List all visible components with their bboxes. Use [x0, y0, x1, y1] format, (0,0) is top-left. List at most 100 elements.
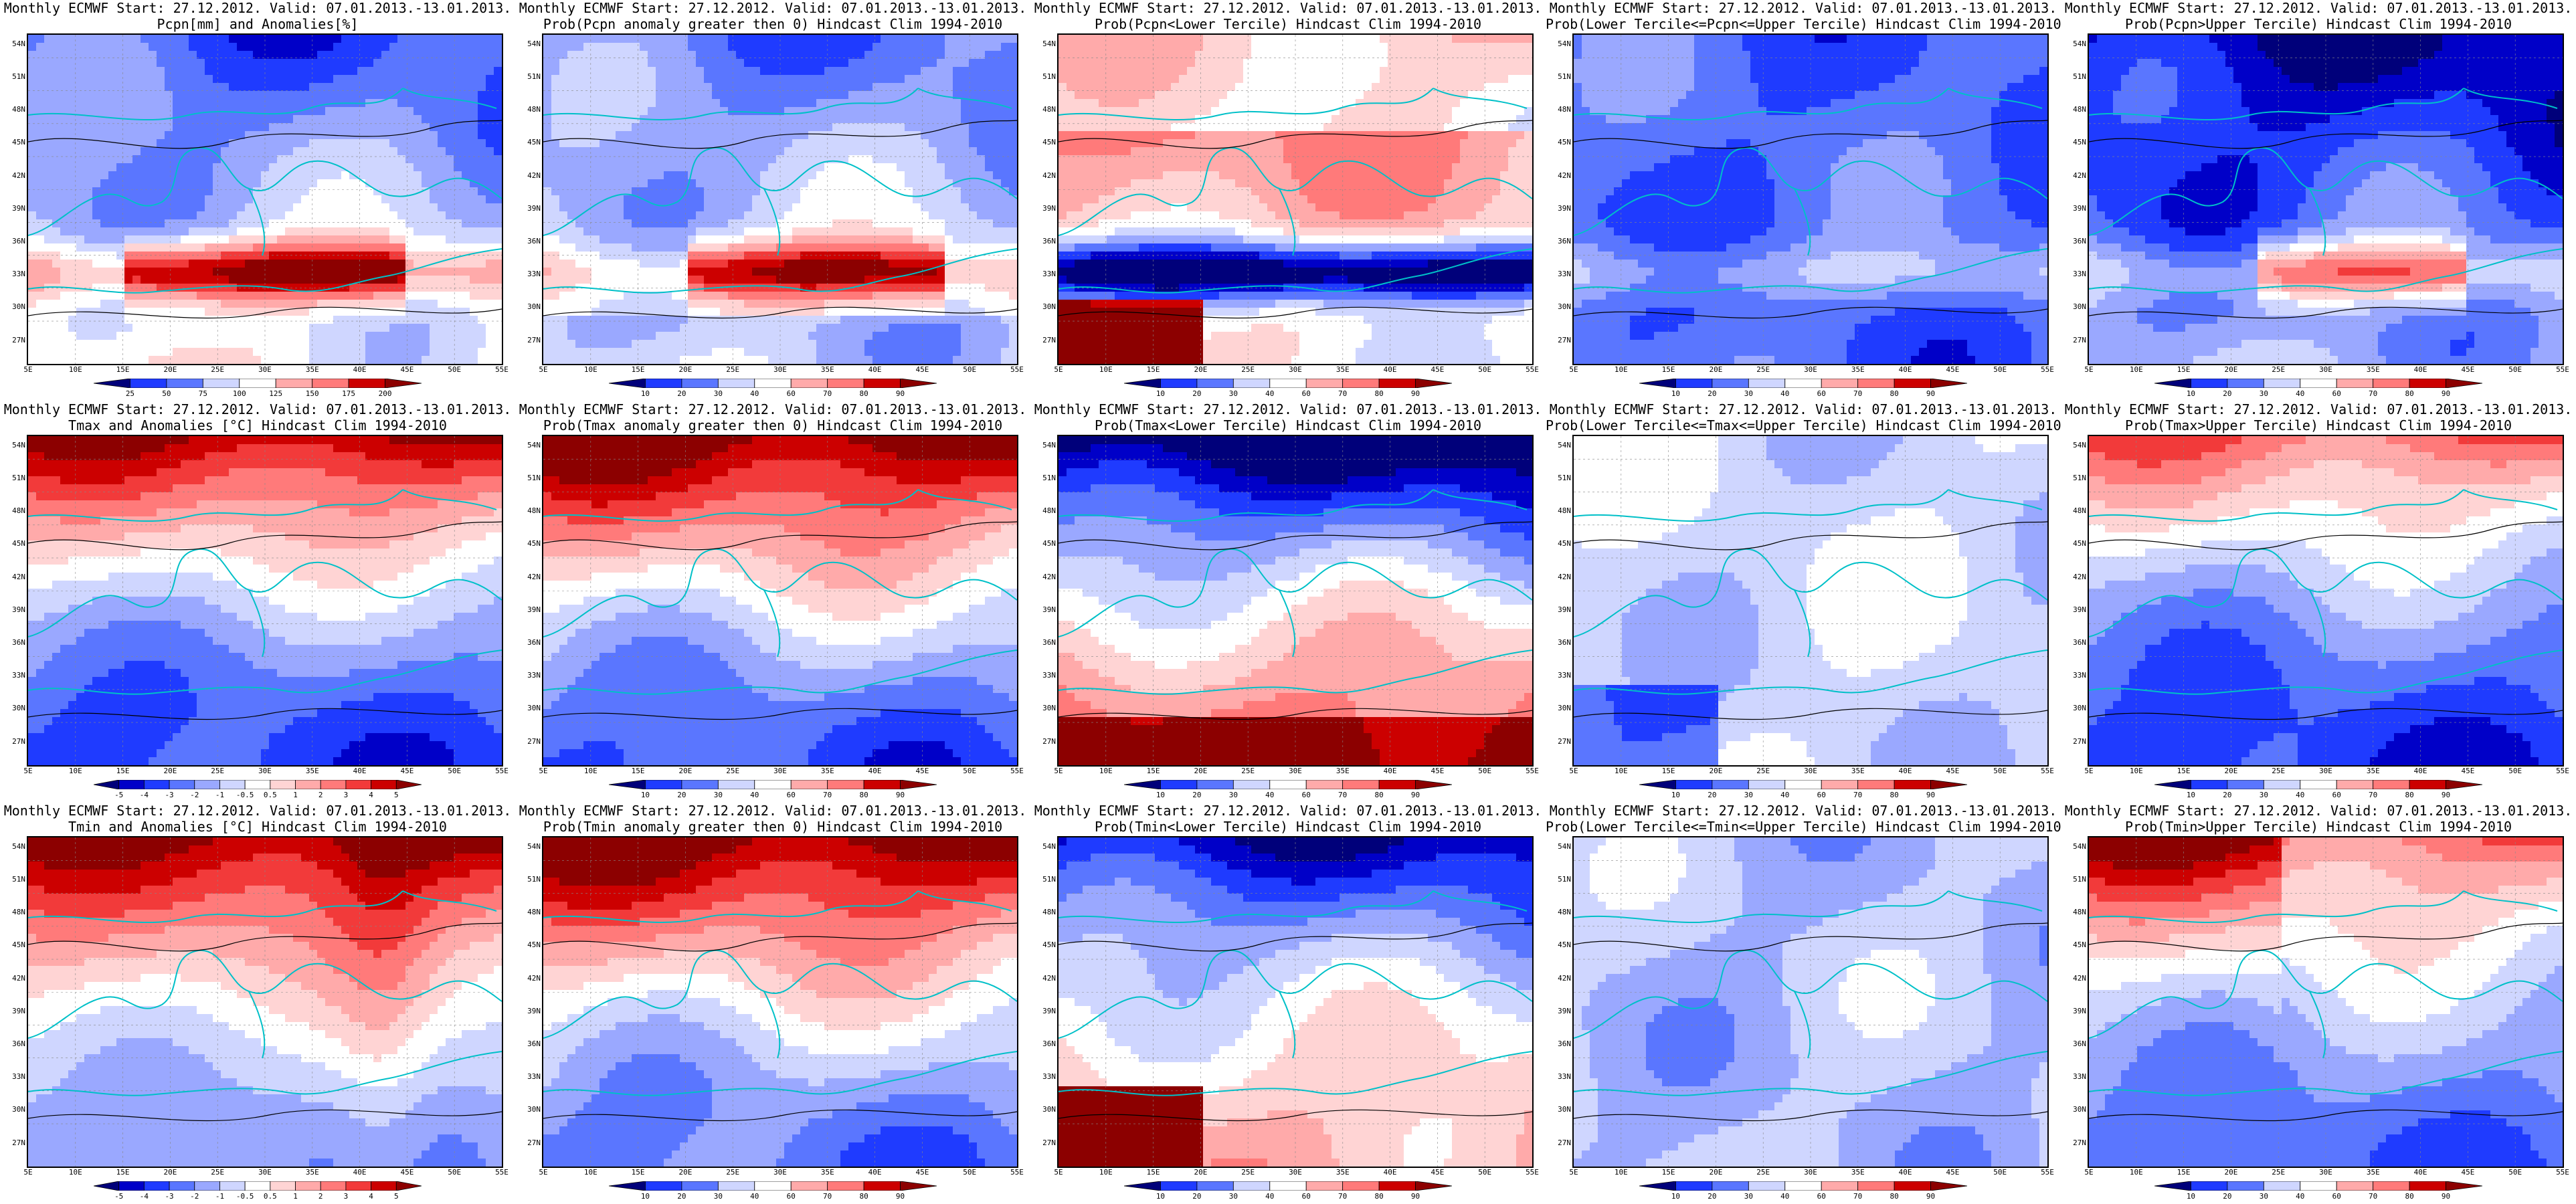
lat-tick-label: 51N: [1546, 876, 1571, 884]
lon-tick-label: 45E: [393, 1168, 420, 1177]
panel-title: Monthly ECMWF Start: 27.12.2012. Valid: …: [0, 803, 515, 835]
lat-tick-label: 51N: [2061, 876, 2086, 884]
lat-tick-label: 36N: [515, 639, 541, 647]
lat-tick-label: 36N: [1546, 237, 1571, 245]
lon-tick-label: 15E: [2171, 365, 2197, 374]
lon-tick-label: 35E: [814, 1168, 841, 1177]
panel-title-line2: Prob(Lower Tercile<=Tmax<=Upper Tercile)…: [1546, 417, 2061, 433]
colorbar-label: 40: [1775, 389, 1795, 398]
lon-tick-label: 40E: [862, 767, 889, 775]
forecast-panel: Monthly ECMWF Start: 27.12.2012. Valid: …: [515, 0, 1030, 401]
lon-tick-label: 40E: [2407, 767, 2434, 775]
panel-title: Monthly ECMWF Start: 27.12.2012. Valid: …: [515, 401, 1030, 433]
colorbar-label: 60: [781, 389, 801, 398]
colorbar-swatch: [94, 1181, 120, 1191]
colorbar-swatch: [754, 1181, 792, 1191]
lon-tick-label: 45E: [1424, 767, 1451, 775]
colorbar-label: -0.5: [235, 1192, 255, 1201]
lat-tick-label: 27N: [1030, 737, 1056, 746]
colorbar-swatch: [1269, 1181, 1307, 1191]
colorbar-label: 20: [2217, 791, 2237, 799]
lon-tick-label: 45E: [1939, 1168, 1966, 1177]
colorbar-label: 10: [1665, 1192, 1685, 1201]
colorbar-swatch: [118, 780, 145, 789]
colorbar-label: 90: [2436, 389, 2456, 398]
colorbar-label: 70: [2363, 791, 2383, 799]
colorbar-label: 90: [1921, 791, 1941, 799]
panel-title: Monthly ECMWF Start: 27.12.2012. Valid: …: [515, 0, 1030, 32]
lat-tick-label: 51N: [2061, 474, 2086, 482]
colorbar-label: 30: [708, 791, 728, 799]
colorbar-swatch: [1342, 379, 1380, 388]
lon-tick-label: 15E: [110, 767, 136, 775]
lat-tick-label: 33N: [0, 1073, 25, 1081]
colorbar-swatch: [2227, 780, 2264, 789]
lon-tick-label: 50E: [1987, 365, 2013, 374]
lon-tick-label: 55E: [2549, 1168, 2576, 1177]
colorbar-swatch: [790, 780, 828, 789]
lon-tick-label: 45E: [2454, 767, 2481, 775]
colorbar-label: 90: [1406, 791, 1426, 799]
colorbar-label: 60: [1296, 1192, 1316, 1201]
colorbar-swatch: [2409, 1181, 2446, 1191]
colorbar-label: 70: [1333, 1192, 1353, 1201]
panel-title-line1: Monthly ECMWF Start: 27.12.2012. Valid: …: [1546, 0, 2061, 16]
colorbar-label: -1: [209, 1192, 229, 1201]
colorbar-label: 90: [891, 791, 911, 799]
colorbar-swatch: [2191, 780, 2228, 789]
map-field: [2089, 837, 2563, 1167]
colorbar-label: 10: [2181, 791, 2201, 799]
colorbar-label: 20: [2217, 389, 2237, 398]
colorbar-swatch: [1124, 1181, 1161, 1191]
map-area: [542, 33, 1018, 365]
lon-tick-label: 50E: [956, 1168, 983, 1177]
lat-tick-label: 42N: [2061, 974, 2086, 983]
lat-tick-label: 33N: [515, 672, 541, 680]
colorbar-label: 2: [310, 791, 331, 799]
lon-tick-label: 55E: [488, 1168, 515, 1177]
map-field: [28, 837, 502, 1167]
colorbar-label: 60: [2326, 389, 2347, 398]
colorbar-swatch: [1639, 780, 1676, 789]
lon-tick-label: 35E: [1845, 767, 1871, 775]
lat-tick-label: 39N: [0, 204, 25, 213]
colorbar-label: 150: [302, 389, 323, 398]
lat-tick-label: 30N: [515, 1106, 541, 1114]
lon-tick-label: 20E: [2217, 1168, 2244, 1177]
panel-title: Monthly ECMWF Start: 27.12.2012. Valid: …: [1030, 0, 1546, 32]
colorbar-swatch: [2373, 379, 2410, 388]
lon-tick-label: 15E: [1140, 365, 1167, 374]
colorbar-label: 10: [635, 1192, 655, 1201]
lon-tick-label: 30E: [1797, 365, 1824, 374]
colorbar-label: 40: [745, 389, 765, 398]
colorbar-swatch: [143, 1181, 170, 1191]
lon-tick-label: 25E: [2265, 767, 2292, 775]
colorbar-label: 60: [781, 791, 801, 799]
colorbar-swatch: [1857, 1181, 1895, 1191]
lat-tick-label: 48N: [0, 106, 25, 114]
lat-tick-label: 42N: [1030, 573, 1056, 581]
lat-tick-label: 39N: [515, 204, 541, 213]
panel-title: Monthly ECMWF Start: 27.12.2012. Valid: …: [2061, 803, 2576, 835]
colorbar-swatch: [609, 379, 646, 388]
colorbar-label: 40: [745, 791, 765, 799]
colorbar-label: 70: [818, 1192, 838, 1201]
colorbar-swatch: [371, 780, 397, 789]
colorbar-label: 40: [1260, 389, 1280, 398]
colorbar-label: 10: [1150, 791, 1170, 799]
colorbar-swatch: [1675, 780, 1713, 789]
colorbar-label: 90: [1406, 389, 1426, 398]
lon-tick-label: 15E: [110, 365, 136, 374]
panel-title-line2: Prob(Pcpn<Lower Tercile) Hindcast Clim 1…: [1030, 16, 1546, 32]
panel-title: Monthly ECMWF Start: 27.12.2012. Valid: …: [1546, 0, 2061, 32]
lon-tick-label: 20E: [157, 1168, 183, 1177]
colorbar-swatch: [2300, 379, 2337, 388]
panel-title: Monthly ECMWF Start: 27.12.2012. Valid: …: [1546, 401, 2061, 433]
lat-tick-label: 33N: [0, 672, 25, 680]
map-area: [27, 435, 503, 767]
lon-tick-label: 15E: [1655, 365, 1682, 374]
lat-tick-label: 36N: [1546, 639, 1571, 647]
colorbar-label: 25: [120, 389, 140, 398]
map-area: [542, 435, 1018, 767]
colorbar-swatch: [2336, 379, 2374, 388]
